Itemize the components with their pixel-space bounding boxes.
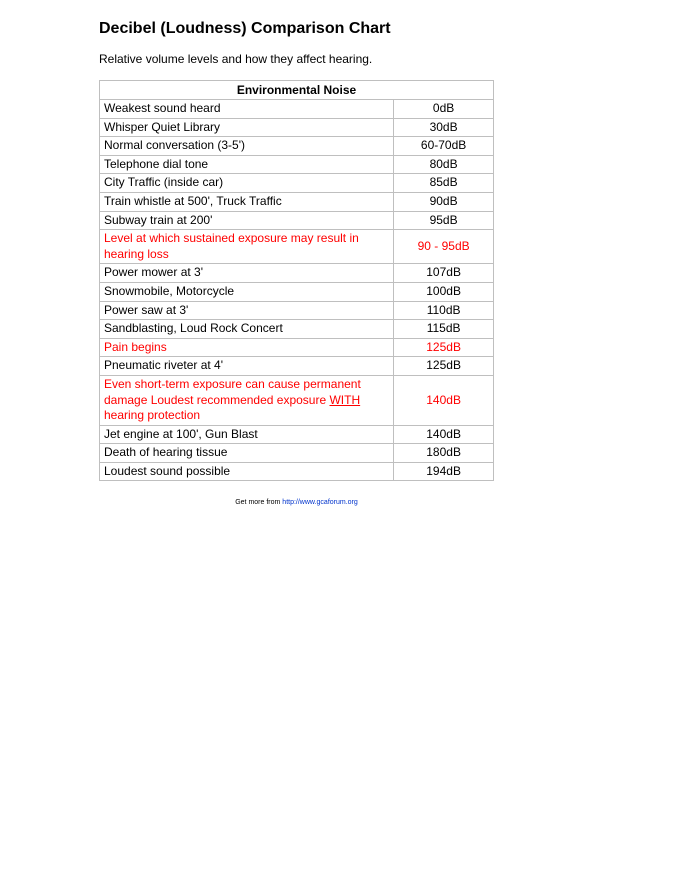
table-row: Train whistle at 500', Truck Traffic90dB [100,192,494,211]
decibel-value: 90 - 95dB [394,230,494,264]
table-row: Power saw at 3'110dB [100,301,494,320]
table-body: Weakest sound heard0dBWhisper Quiet Libr… [100,100,494,481]
table-row: Jet engine at 100', Gun Blast140dB [100,425,494,444]
decibel-value: 100dB [394,282,494,301]
decibel-value: 60-70dB [394,137,494,156]
noise-label: Normal conversation (3-5') [100,137,394,156]
credit-prefix: Get more from [235,499,282,506]
decibel-value: 194dB [394,462,494,481]
noise-label: Power saw at 3' [100,301,394,320]
table-row: Normal conversation (3-5')60-70dB [100,137,494,156]
decibel-value: 115dB [394,320,494,339]
chart-subtitle: Relative volume levels and how they affe… [99,52,494,66]
table-row: Pneumatic riveter at 4'125dB [100,357,494,376]
decibel-value: 107dB [394,264,494,283]
table-section-header: Environmental Noise [100,81,494,100]
noise-label: Death of hearing tissue [100,444,394,463]
decibel-value: 140dB [394,375,494,425]
noise-label: Level at which sustained exposure may re… [100,230,394,264]
table-row: Snowmobile, Motorcycle100dB [100,282,494,301]
noise-label: Telephone dial tone [100,155,394,174]
table-row: Power mower at 3'107dB [100,264,494,283]
decibel-value: 140dB [394,425,494,444]
decibel-value: 125dB [394,338,494,357]
noise-label: Pain begins [100,338,394,357]
table-row: Death of hearing tissue180dB [100,444,494,463]
noise-label: Weakest sound heard [100,100,394,119]
credit-line: Get more from http://www.gcaforum.org [99,481,494,506]
table-row: Weakest sound heard0dB [100,100,494,119]
table-row: City Traffic (inside car)85dB [100,174,494,193]
decibel-value: 90dB [394,192,494,211]
chart-title: Decibel (Loudness) Comparison Chart [99,20,494,38]
emphasis-word: WITH [329,393,360,407]
table-row: Sandblasting, Loud Rock Concert115dB [100,320,494,339]
noise-label: Whisper Quiet Library [100,118,394,137]
noise-label: Subway train at 200' [100,211,394,230]
page-container: Decibel (Loudness) Comparison Chart Rela… [99,20,494,481]
decibel-value: 180dB [394,444,494,463]
decibel-value: 80dB [394,155,494,174]
noise-label: Pneumatic riveter at 4' [100,357,394,376]
decibel-value: 125dB [394,357,494,376]
credit-link[interactable]: http://www.gcaforum.org [282,499,357,506]
decibel-value: 85dB [394,174,494,193]
table-row: Even short-term exposure can cause perma… [100,375,494,425]
noise-label: Jet engine at 100', Gun Blast [100,425,394,444]
noise-label: Sandblasting, Loud Rock Concert [100,320,394,339]
decibel-value: 0dB [394,100,494,119]
decibel-value: 110dB [394,301,494,320]
noise-label: Snowmobile, Motorcycle [100,282,394,301]
table-row: Subway train at 200'95dB [100,211,494,230]
noise-label: Loudest sound possible [100,462,394,481]
noise-label: Train whistle at 500', Truck Traffic [100,192,394,211]
noise-label: Power mower at 3' [100,264,394,283]
noise-label: Even short-term exposure can cause perma… [100,375,394,425]
noise-label: City Traffic (inside car) [100,174,394,193]
table-row: Level at which sustained exposure may re… [100,230,494,264]
decibel-table: Environmental Noise Weakest sound heard0… [99,80,494,481]
decibel-value: 30dB [394,118,494,137]
table-row: Loudest sound possible194dB [100,462,494,481]
table-row: Telephone dial tone80dB [100,155,494,174]
table-row: Pain begins125dB [100,338,494,357]
table-row: Whisper Quiet Library30dB [100,118,494,137]
decibel-value: 95dB [394,211,494,230]
